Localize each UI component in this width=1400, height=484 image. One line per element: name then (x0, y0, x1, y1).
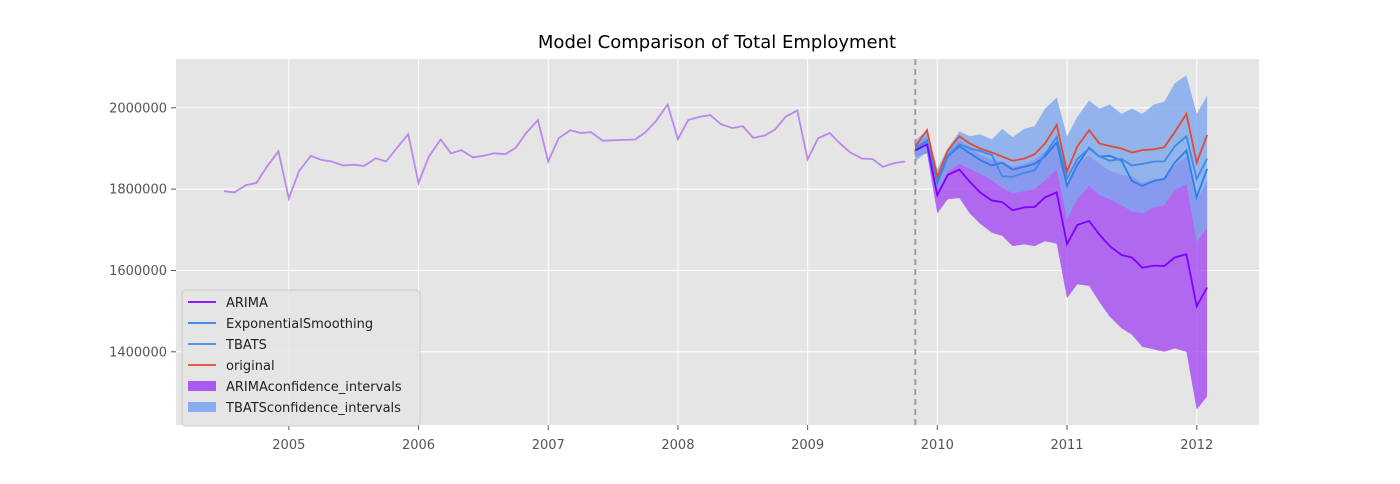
legend: ARIMA ExponentialSmoothing TBATS original AR… (181, 289, 421, 427)
x-tick-label: 2009 (791, 438, 824, 453)
x-tick-label: 2008 (661, 438, 694, 453)
legend-label: original (226, 359, 275, 374)
x-tick-label: 2005 (272, 438, 305, 453)
y-tick-label: 1400000 (109, 345, 167, 360)
legend-label: ExponentialSmoothing (226, 317, 373, 332)
series-line-ARIMA (914, 143, 1208, 309)
chart-title: Model Comparison of Total Employment (538, 32, 896, 53)
x-tick-label: 2011 (1050, 438, 1083, 453)
x-tick-label: 2012 (1180, 438, 1213, 453)
series-lines (223, 59, 1208, 425)
y-tick-label: 1600000 (109, 264, 167, 279)
legend-label: ARIMA (226, 296, 268, 311)
series-line-original (914, 111, 1208, 180)
legend-swatch (188, 402, 216, 412)
x-tick-label: 2007 (532, 438, 565, 453)
history-line (223, 102, 906, 202)
series-line-ExponentialSmoothing (914, 139, 1208, 201)
series-line-TBATS (914, 134, 1208, 183)
legend-box (181, 289, 421, 427)
x-tick-label: 2010 (921, 438, 954, 453)
legend-label: TBATSconfidence_intervals (225, 401, 401, 416)
legend-label: TBATS (225, 338, 267, 353)
y-tick-label: 1800000 (109, 183, 167, 198)
legend-label: ARIMAconfidence_intervals (226, 380, 402, 395)
x-tick-label: 2006 (402, 438, 435, 453)
legend-swatch (188, 381, 216, 391)
y-tick-label: 2000000 (109, 101, 167, 116)
